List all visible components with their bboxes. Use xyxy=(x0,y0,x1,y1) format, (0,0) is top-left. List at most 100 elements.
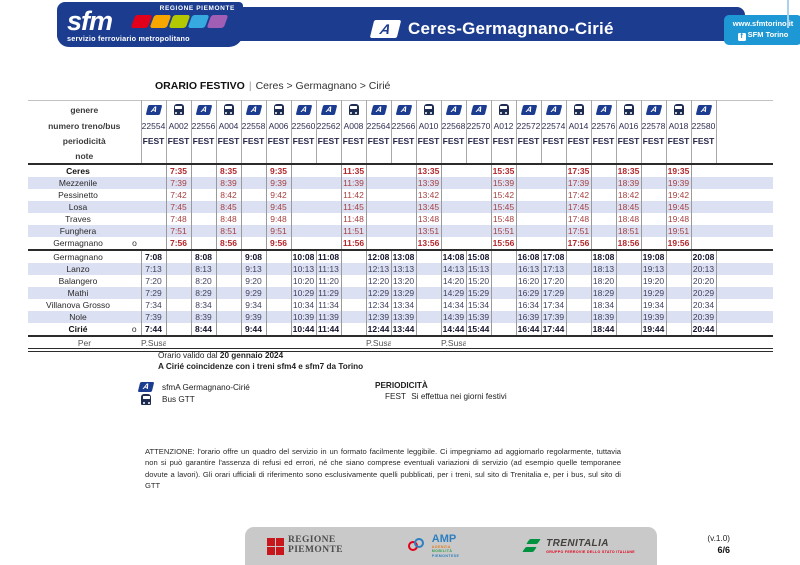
station-name: Pessinetto xyxy=(58,190,98,200)
facebook-link[interactable]: f SFM Torino xyxy=(729,30,797,41)
filler-cell xyxy=(716,133,773,148)
periodicity-cell: FEST xyxy=(340,133,367,148)
train-icon-cell: A xyxy=(190,100,217,118)
time-cell: 13:56 xyxy=(415,237,442,251)
empty-cell xyxy=(466,189,491,201)
note-header-cell xyxy=(415,148,442,165)
empty-cell xyxy=(566,250,591,263)
time-cell: 14:20 xyxy=(440,275,467,287)
empty-cell xyxy=(591,225,616,237)
facebook-label: SFM Torino xyxy=(747,30,789,39)
empty-cell xyxy=(216,275,241,287)
trenitalia-tagline: GRUPPO FERROVIE DELLO STATO ITALIANE xyxy=(546,549,635,554)
empty-cell xyxy=(366,189,391,201)
website-link[interactable]: www.sfmtorino.it xyxy=(732,19,794,28)
periodicity-cell: FEST xyxy=(240,133,267,148)
amp-acronym: AMP xyxy=(431,533,457,546)
empty-cell xyxy=(416,311,441,323)
time-cell: 15:45 xyxy=(490,201,517,213)
empty-cell xyxy=(316,237,341,251)
time-cell: 14:44 xyxy=(440,323,467,337)
empty-cell xyxy=(591,164,616,177)
validity-date: 20 gennaio 2024 xyxy=(219,351,284,360)
empty-cell xyxy=(616,263,641,275)
time-cell: 11:34 xyxy=(315,299,342,311)
note-header-cell xyxy=(390,148,417,165)
empty-cell xyxy=(691,237,716,251)
empty-cell xyxy=(541,177,566,189)
empty-cell xyxy=(566,287,591,299)
page-title: Ceres-Germagnano-Cirié xyxy=(408,19,614,38)
filler-cell xyxy=(716,299,773,311)
train-number: 22554 xyxy=(140,118,167,133)
empty-cell xyxy=(616,287,641,299)
empty-cell xyxy=(566,263,591,275)
note-header-cell xyxy=(190,148,217,165)
time-cell: 17:44 xyxy=(540,323,567,337)
empty-cell xyxy=(616,275,641,287)
empty-cell xyxy=(641,201,666,213)
empty-cell xyxy=(141,201,166,213)
empty-cell xyxy=(341,323,366,337)
empty-cell xyxy=(266,323,291,337)
empty-cell xyxy=(416,250,441,263)
time-cell: 13:13 xyxy=(390,263,417,275)
empty-cell xyxy=(691,213,716,225)
time-cell: 7:48 xyxy=(165,213,192,225)
schedule-type: ORARIO FESTIVO xyxy=(155,80,245,92)
time-cell: 18:51 xyxy=(615,225,642,237)
empty-cell xyxy=(591,201,616,213)
route-breadcrumb: Ceres > Germagnano > Cirié xyxy=(255,80,391,92)
empty-cell xyxy=(391,189,416,201)
periodicity-cell: FEST xyxy=(390,133,417,148)
empty-cell xyxy=(141,164,166,177)
time-cell: 7:20 xyxy=(140,275,167,287)
empty-cell xyxy=(216,287,241,299)
train-number: 22572 xyxy=(515,118,542,133)
filler-cell xyxy=(716,118,773,133)
station-row: Funghera 7:51 8:51 9:51 11:51 13:51 15:51 17:51… xyxy=(28,225,773,237)
destination-note-cell xyxy=(316,336,341,352)
time-cell: 19:51 xyxy=(665,225,692,237)
time-cell: 18:39 xyxy=(615,177,642,189)
empty-cell xyxy=(491,250,516,263)
empty-cell xyxy=(591,177,616,189)
sfm-line-colors-icon xyxy=(130,15,229,28)
time-cell: 12:08 xyxy=(365,250,392,263)
destination-note-cell xyxy=(591,336,616,352)
time-cell: 10:08 xyxy=(290,250,317,263)
periodicity-title: PERIODICITÀ xyxy=(375,381,428,390)
time-cell: 8:42 xyxy=(215,189,242,201)
empty-cell xyxy=(566,275,591,287)
train-number: 22578 xyxy=(640,118,667,133)
time-cell: 9:39 xyxy=(265,177,292,189)
version-label: (v.1.0) xyxy=(707,534,730,543)
train-number: 22570 xyxy=(465,118,492,133)
train-number: 22556 xyxy=(190,118,217,133)
empty-cell xyxy=(516,237,541,251)
empty-cell xyxy=(666,287,691,299)
time-cell: 13:45 xyxy=(415,201,442,213)
filler-cell xyxy=(716,250,773,263)
train-icon: A xyxy=(595,105,612,115)
empty-cell xyxy=(391,213,416,225)
trenitalia-icon xyxy=(524,539,542,553)
empty-cell xyxy=(641,237,666,251)
time-cell: 17:35 xyxy=(565,164,592,177)
empty-cell xyxy=(466,225,491,237)
filler-cell xyxy=(716,263,773,275)
train-number: A008 xyxy=(340,118,367,133)
empty-cell xyxy=(241,225,266,237)
train-icon-cell: A xyxy=(690,100,717,118)
station-row: Pessinetto 7:42 8:42 9:42 11:42 13:42 15:42 17:… xyxy=(28,189,773,201)
page-number: 6/6 xyxy=(717,545,730,555)
stop-marker xyxy=(128,250,141,263)
time-cell: 9:42 xyxy=(265,189,292,201)
time-cell: 13:34 xyxy=(390,299,417,311)
destination-note-cell xyxy=(166,336,191,352)
time-cell: 12:20 xyxy=(365,275,392,287)
line-a-badge-icon: A xyxy=(369,20,402,38)
note-header-cell xyxy=(615,148,642,165)
empty-cell xyxy=(241,189,266,201)
